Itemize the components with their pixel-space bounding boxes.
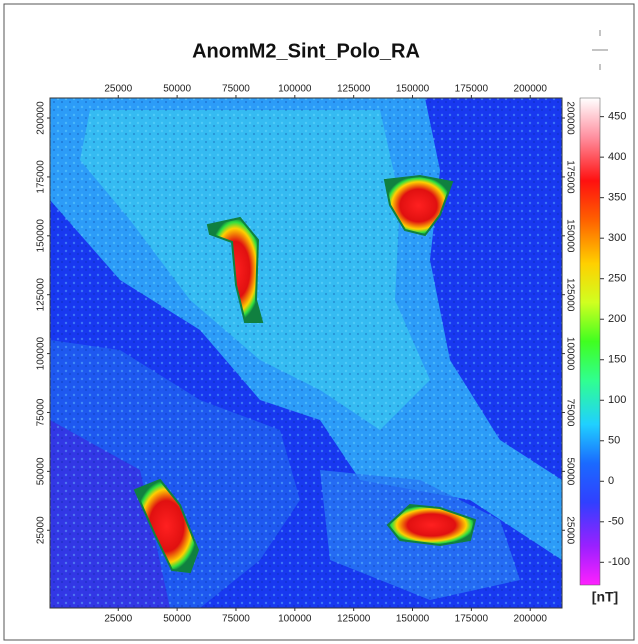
x-tick-label-bottom: 75000: [222, 614, 250, 625]
y-tick-label-right: 125000: [564, 278, 575, 312]
y-tick-label-left: 150000: [36, 219, 47, 253]
colorbar-unit: [nT]: [592, 589, 618, 605]
y-tick-label-left: 200000: [36, 101, 47, 135]
colorbar-tick-label: 200: [608, 313, 626, 325]
x-tick-label-bottom: 50000: [163, 614, 191, 625]
x-tick-label-top: 100000: [278, 84, 312, 95]
y-tick-label-right: 150000: [564, 219, 575, 253]
x-tick-label-top: 125000: [337, 84, 371, 95]
colorbar-tick-label: 250: [608, 273, 626, 285]
map-title: AnomM2_Sint_Polo_RA: [192, 40, 420, 62]
y-tick-label-right: 50000: [564, 457, 575, 485]
y-tick-label-left: 125000: [36, 278, 47, 312]
x-tick-label-top: 150000: [396, 84, 430, 95]
y-tick-label-right: 25000: [564, 516, 575, 544]
page: {"map": {"title": "AnomM2_Sint_Polo_RA",…: [0, 0, 638, 644]
y-tick-label-right: 75000: [564, 399, 575, 427]
y-tick-label-left: 175000: [36, 160, 47, 194]
map-image: [50, 98, 562, 608]
y-tick-label-right: 100000: [564, 337, 575, 371]
y-tick-label-left: 25000: [36, 516, 47, 544]
colorbar-tick-label: 450: [608, 111, 626, 123]
colorbar-tick-label: 150: [608, 354, 626, 366]
y-tick-label-left: 50000: [36, 457, 47, 485]
x-tick-label-top: 75000: [222, 84, 250, 95]
colorbar: [580, 98, 600, 585]
colorbar-tick-label: -100: [608, 556, 630, 568]
x-tick-label-top: 175000: [455, 84, 489, 95]
y-tick-label-left: 100000: [36, 336, 47, 370]
colorbar-tick-label: 0: [608, 475, 614, 487]
y-tick-label-right: 175000: [564, 160, 575, 194]
north-icon: [592, 30, 608, 70]
map-figure: AnomM2_Sint_Polo_RA [nT] 25000 25000 50000…: [0, 0, 638, 644]
colorbar-tick-label: 100: [608, 394, 626, 406]
x-tick-label-top: 25000: [104, 84, 132, 95]
colorbar-tick-label: 50: [608, 435, 620, 447]
colorbar-tick-label: 400: [608, 151, 626, 163]
x-tick-label-bottom: 175000: [455, 614, 489, 625]
x-tick-label-bottom: 150000: [396, 614, 430, 625]
x-tick-label-bottom: 125000: [337, 614, 371, 625]
colorbar-tick-label: 300: [608, 232, 626, 244]
x-tick-label-bottom: 100000: [278, 614, 312, 625]
x-tick-label-top: 200000: [514, 84, 548, 95]
x-tick-label-bottom: 200000: [514, 614, 548, 625]
x-tick-label-bottom: 25000: [104, 614, 132, 625]
x-tick-label-top: 50000: [163, 84, 191, 95]
y-tick-label-left: 75000: [36, 398, 47, 426]
colorbar-tick-label: -50: [608, 516, 624, 528]
colorbar-tick-label: 350: [608, 192, 626, 204]
y-tick-label-right: 200000: [564, 101, 575, 135]
